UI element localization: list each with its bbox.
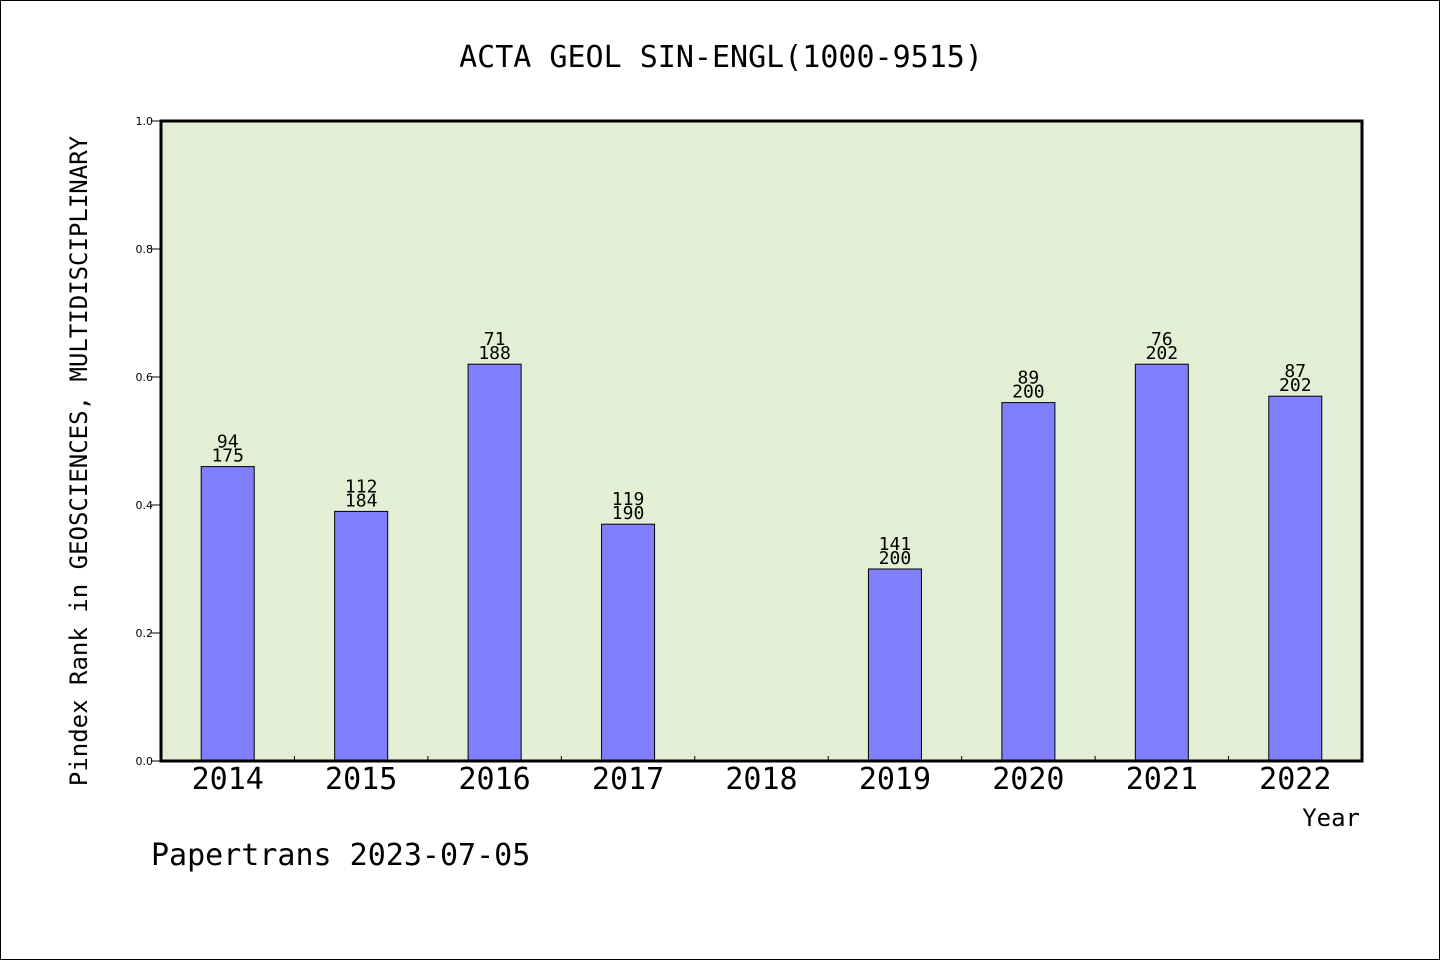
y-tick-label: 0.0 [136, 755, 154, 768]
x-tick-label: 2021 [1126, 762, 1198, 797]
y-tick-label: 0.2 [136, 627, 154, 640]
plot-border [159, 119, 1364, 763]
x-tick-label: 2018 [725, 762, 797, 797]
y-axis: 0.0 0.2 0.4 0.6 0.8 1.0 [136, 115, 161, 768]
bars-group [200, 363, 1323, 762]
rank-label: 89 [1018, 368, 1040, 389]
x-tick-label: 2014 [192, 762, 264, 797]
total-label: 200 [879, 548, 912, 569]
bar-2020 [1001, 402, 1056, 762]
footer-text: Papertrans 2023-07-05 [151, 838, 530, 873]
rank-label: 87 [1284, 361, 1306, 382]
x-axis: 2014 2015 2016 2017 2018 2019 2020 2021 2022 [192, 756, 1331, 797]
y-tick-label: 0.4 [136, 499, 154, 512]
bar-2017 [601, 523, 656, 762]
y-axis-label: Pindex Rank in GEOSCIENCES, MULTIDISCIPL… [65, 135, 93, 786]
rank-label: 119 [612, 489, 645, 510]
total-label: 188 [478, 343, 511, 364]
y-tick-label: 0.8 [136, 243, 154, 256]
x-axis-label: Year [1302, 804, 1360, 832]
x-tick-label: 2015 [325, 762, 397, 797]
bar-2019 [867, 568, 922, 762]
x-tick-label: 2022 [1259, 762, 1331, 797]
total-label: 202 [1146, 343, 1179, 364]
rank-label: 76 [1151, 329, 1173, 350]
rank-label: 112 [345, 476, 378, 497]
chart-title: ACTA GEOL SIN-ENGL(1000-9515) [459, 40, 983, 75]
total-label: 184 [345, 490, 378, 511]
y-tick-label: 1.0 [136, 115, 154, 128]
bar-2022 [1268, 395, 1323, 762]
x-tick-label: 2017 [592, 762, 664, 797]
rank-label: 71 [484, 329, 506, 350]
total-label: 190 [612, 503, 645, 524]
x-tick-label: 2016 [458, 762, 530, 797]
total-label: 200 [1012, 382, 1045, 403]
total-label: 175 [211, 446, 244, 467]
rank-label: 94 [217, 432, 239, 453]
rank-label: 141 [879, 534, 912, 555]
total-label: 202 [1279, 375, 1312, 396]
data-labels: 9417511218471188119190141200892007620287… [211, 329, 1311, 569]
bar-2021 [1134, 363, 1189, 762]
x-tick-label: 2019 [859, 762, 931, 797]
y-tick-label: 0.6 [136, 371, 154, 384]
bar-2015 [334, 510, 389, 762]
x-tick-label: 2020 [992, 762, 1064, 797]
bar-2016 [467, 363, 522, 762]
bar-2014 [200, 466, 255, 762]
